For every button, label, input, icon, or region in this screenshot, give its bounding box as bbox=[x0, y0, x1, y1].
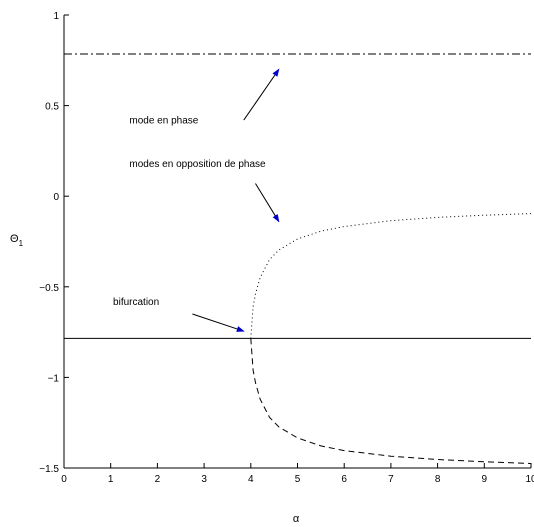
annotation-text: bifurcation bbox=[113, 297, 159, 308]
y-axis-label-main: Θ bbox=[10, 233, 19, 245]
y-axis-label: Θ1 bbox=[10, 233, 24, 248]
annotation-text: mode en phase bbox=[129, 116, 198, 127]
x-axis-label: α bbox=[293, 513, 300, 525]
x-tick-label: 10 bbox=[525, 474, 534, 485]
y-tick-label: −0.5 bbox=[39, 283, 59, 294]
x-tick-label: 7 bbox=[388, 474, 394, 485]
y-tick-label: 0 bbox=[53, 192, 59, 203]
x-tick-label: 2 bbox=[155, 474, 161, 485]
y-axis-label-subscript: 1 bbox=[19, 239, 24, 248]
series-line-dashed bbox=[250, 338, 532, 464]
x-tick-label: 1 bbox=[108, 474, 114, 485]
x-tick-label: 6 bbox=[341, 474, 347, 485]
y-tick-label: 0.5 bbox=[45, 102, 59, 113]
annotation-text: modes en opposition de phase bbox=[129, 159, 266, 170]
x-tick-label: 3 bbox=[201, 474, 207, 485]
x-tick-label: 8 bbox=[435, 474, 441, 485]
plot-area: 0 1 2 3 4 5 6 7 8 9 10 −1.5 −1 −0.5 0 0.5 1 mode en phase… bbox=[39, 11, 534, 485]
annotation-arrow bbox=[192, 313, 245, 332]
series-line-dotted bbox=[250, 213, 532, 339]
x-tick-label: 4 bbox=[248, 474, 254, 485]
annotation-arrow bbox=[243, 68, 280, 121]
y-tick-label: −1.5 bbox=[39, 464, 59, 475]
y-tick-label: 1 bbox=[53, 11, 59, 22]
y-tick-label: −1 bbox=[48, 373, 60, 384]
x-tick-label: 5 bbox=[295, 474, 301, 485]
x-tick-label: 9 bbox=[482, 474, 488, 485]
x-tick-label: 0 bbox=[61, 474, 67, 485]
annotation-arrow bbox=[255, 183, 280, 223]
